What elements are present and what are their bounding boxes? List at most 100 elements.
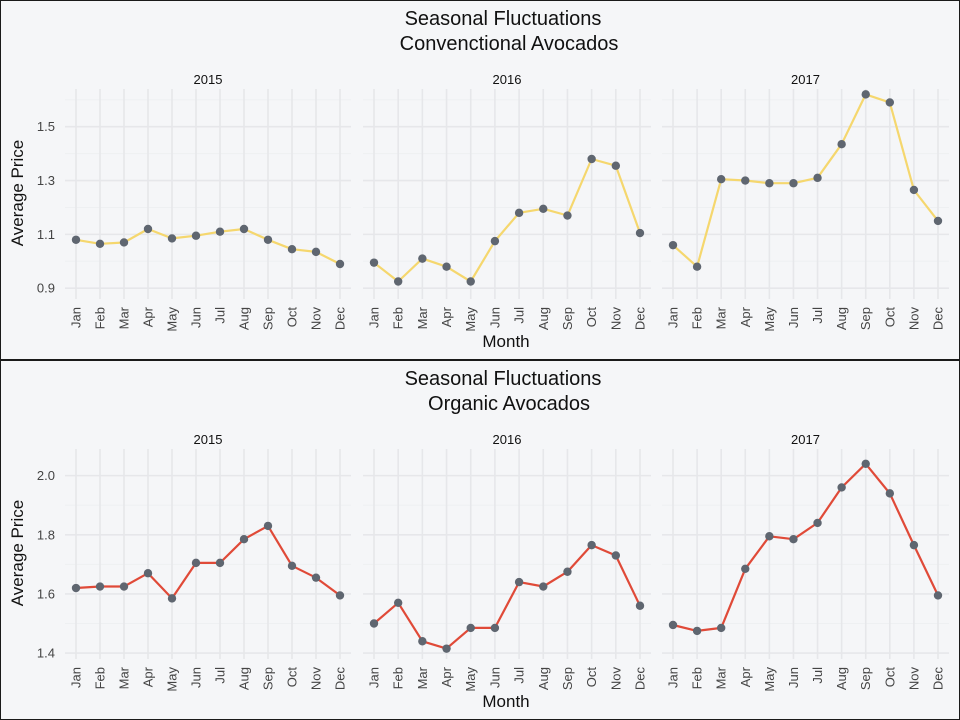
x-tick-label: Oct (584, 307, 599, 328)
facet-label: 2016 (493, 72, 522, 87)
chart-title-line-2: Organic Avocados (428, 393, 590, 415)
data-point (635, 601, 645, 610)
x-tick-label: Oct (285, 307, 300, 328)
data-point (369, 258, 379, 267)
x-tick-label: Jul (810, 307, 825, 324)
data-point (215, 227, 225, 236)
data-point (490, 623, 500, 633)
y-tick-label: 1.3 (37, 173, 55, 188)
x-tick-label: Mar (117, 306, 132, 329)
x-tick-label: Feb (391, 667, 406, 689)
data-point (765, 532, 774, 541)
x-tick-label: Sep (560, 307, 575, 330)
data-point (933, 591, 943, 600)
x-tick-label: Mar (415, 306, 430, 329)
x-tick-label: Aug (237, 667, 252, 690)
conventional-chart-svg: Seasonal Fluctuations Convenctional Avoc… (8, 8, 949, 351)
x-tick-label: Jan (666, 667, 681, 688)
x-tick-label: Jul (213, 307, 228, 324)
y-axis-title: Average Price (8, 500, 27, 606)
data-point (335, 259, 345, 269)
x-tick-label: Aug (237, 307, 252, 330)
x-tick-label: Nov (906, 307, 921, 331)
data-point (490, 236, 500, 246)
data-point (143, 224, 153, 234)
x-tick-label: Dec (333, 307, 348, 331)
x-tick-label: Aug (834, 667, 849, 690)
data-point (466, 277, 475, 286)
data-point (119, 582, 129, 591)
x-tick-label: Sep (858, 307, 873, 330)
chart-title-line-1: Seasonal Fluctuations (405, 368, 602, 390)
x-tick-label: Jan (666, 307, 681, 328)
data-point (335, 591, 345, 600)
data-point (442, 262, 451, 271)
x-tick-label: Jun (189, 307, 204, 328)
facet-label: 2016 (493, 432, 522, 447)
data-point (611, 161, 621, 170)
x-tick-label: Jun (189, 667, 204, 688)
data-point (539, 582, 548, 591)
data-point (692, 262, 702, 271)
x-tick-label: Jun (487, 667, 502, 688)
data-point (514, 577, 524, 587)
data-point (239, 224, 249, 234)
x-tick-label: Jun (786, 667, 801, 688)
data-point (765, 179, 774, 188)
data-point (635, 228, 645, 238)
x-axis-title: Month (482, 332, 529, 351)
x-tick-label: Jul (810, 667, 825, 684)
data-point (716, 623, 726, 633)
facet-label: 2017 (791, 72, 820, 87)
y-tick-label: 1.6 (37, 586, 55, 601)
data-point (741, 176, 750, 185)
data-point (789, 535, 798, 544)
series-line (672, 462, 939, 632)
facet-2016: 2016 Jan Feb Mar Apr May Jun Jul Aug Sep Oct Nov Dec (363, 432, 651, 692)
x-tick-label: Dec (633, 667, 648, 691)
x-tick-label: Oct (882, 667, 897, 688)
y-tick-label: 2.0 (37, 468, 55, 483)
facet-2017: 2017 Jan Feb Mar Apr May Jun Jul Aug Sep Oct Nov Dec (662, 432, 949, 692)
x-tick-label: May (463, 667, 478, 692)
data-point (668, 620, 678, 630)
data-point (861, 459, 870, 468)
y-tick-label: 1.5 (37, 119, 55, 134)
x-tick-label: Dec (931, 307, 946, 331)
x-tick-label: Aug (536, 307, 551, 330)
data-point (167, 234, 177, 243)
data-point (837, 139, 846, 149)
x-tick-label: Mar (714, 306, 729, 329)
data-point (287, 244, 297, 254)
facet-2017: 2017 Jan Feb Mar Apr May Jun Jul Aug Sep Oct Nov Dec (662, 72, 949, 332)
data-point (263, 235, 273, 244)
organic-chart-svg: Seasonal Fluctuations Organic Avocados M… (8, 368, 949, 711)
x-tick-label: Nov (906, 667, 921, 691)
x-tick-label: Jan (367, 307, 382, 328)
data-point (813, 173, 822, 183)
x-tick-label: Jul (213, 667, 228, 684)
data-point (611, 551, 621, 560)
data-point (813, 518, 822, 528)
y-tick-label: 1.4 (37, 646, 55, 661)
y-tick-label: 1.8 (37, 527, 55, 542)
data-point (716, 174, 726, 184)
data-point (885, 489, 895, 498)
x-tick-label: May (762, 307, 777, 332)
data-point (167, 594, 177, 603)
data-point (369, 619, 379, 628)
x-axis-title: Month (482, 692, 529, 711)
data-point (393, 598, 403, 608)
data-point (119, 238, 129, 247)
data-point (563, 211, 572, 220)
x-tick-label: Sep (858, 667, 873, 690)
data-point (418, 637, 427, 646)
x-tick-label: Dec (931, 667, 946, 691)
x-tick-label: Jul (512, 667, 527, 684)
x-tick-label: Nov (608, 667, 623, 691)
facet-2015: 2015 Jan Feb Mar Apr May Jun Jul Aug Sep Oct Nov Dec (65, 432, 351, 692)
chart-organic: Seasonal Fluctuations Organic Avocados M… (0, 360, 960, 720)
data-point (215, 558, 225, 568)
x-tick-label: Feb (690, 307, 705, 329)
x-tick-label: Oct (584, 667, 599, 688)
